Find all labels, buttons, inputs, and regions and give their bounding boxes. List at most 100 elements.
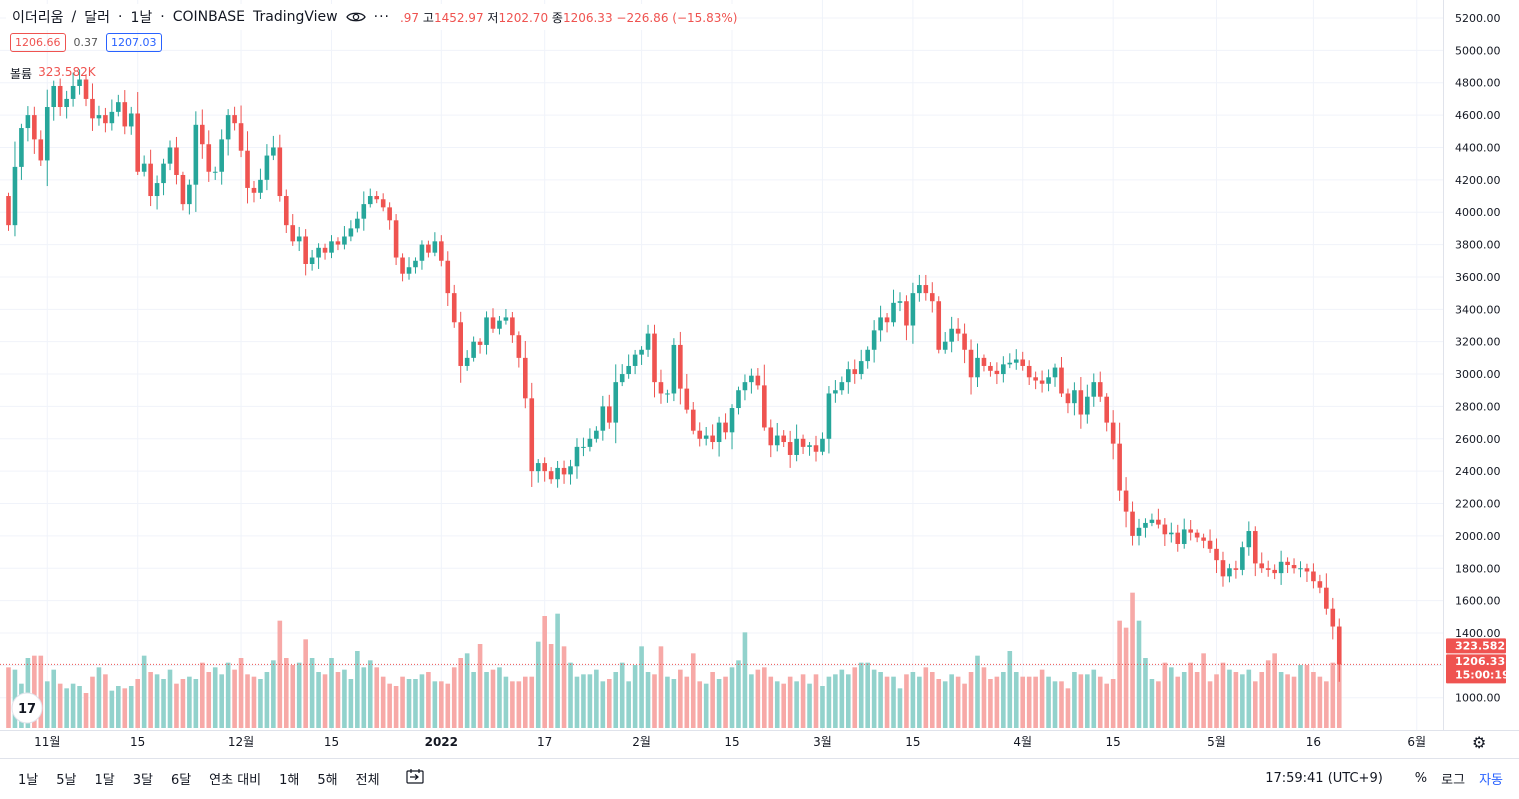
candle-body	[12, 166, 18, 226]
candle-body	[807, 445, 812, 447]
candle	[1278, 550, 1284, 585]
volume-bar	[1078, 674, 1084, 728]
volume-bar	[464, 653, 470, 728]
candle-body	[910, 293, 916, 326]
range-6m[interactable]: 6달	[170, 772, 192, 788]
candle-body	[852, 369, 858, 375]
candle-body	[64, 98, 69, 108]
volume-bar	[1259, 672, 1265, 728]
candle-body	[749, 375, 754, 383]
candle-body	[1246, 531, 1252, 548]
candle	[833, 380, 838, 403]
candle-body	[471, 341, 476, 358]
volume-bar	[884, 676, 890, 728]
volume-bar	[445, 683, 451, 728]
x-tick-label: 2월	[632, 735, 651, 749]
volume-bar	[329, 658, 334, 728]
candle-body	[251, 187, 257, 193]
eye-icon[interactable]	[345, 10, 366, 24]
candle	[458, 311, 463, 383]
volume-bar	[1317, 676, 1323, 728]
candle-body	[561, 467, 567, 475]
candle-body	[523, 357, 528, 399]
volume-bar	[1324, 681, 1329, 728]
range-3m[interactable]: 3달	[132, 772, 153, 788]
symbol-title[interactable]: 이더리움 / 달러 · 1날 · COINBASE TradingView ··…	[6, 5, 396, 29]
volume-bar	[1233, 672, 1239, 728]
range-5d[interactable]: 5날	[56, 772, 77, 788]
volume-bar	[1330, 662, 1336, 728]
candle-body	[90, 98, 95, 119]
candle	[387, 202, 392, 230]
candle	[1001, 356, 1006, 383]
candle-body	[135, 113, 140, 172]
tradingview-logo: 17	[11, 692, 43, 724]
logo-circle	[11, 692, 43, 724]
candle	[77, 69, 82, 95]
buy-price-button[interactable]: 1207.03	[106, 33, 162, 52]
close-value: 1206.33	[562, 10, 613, 25]
candle-body	[813, 445, 819, 452]
candle-body	[690, 409, 696, 431]
log-scale-button[interactable]: 로그	[1441, 772, 1466, 788]
candle-body	[510, 317, 515, 336]
volume-bar	[219, 674, 224, 728]
candle	[1188, 520, 1193, 541]
candle	[51, 80, 57, 121]
candle	[1162, 518, 1168, 547]
candle	[1020, 351, 1026, 371]
goto-date-icon[interactable]	[405, 768, 424, 788]
candle	[12, 141, 18, 237]
candle-body	[296, 236, 302, 242]
volume-bar	[187, 676, 192, 728]
candle	[245, 131, 250, 204]
candle	[548, 467, 554, 484]
x-tick-label: 15	[130, 735, 145, 749]
candle-body	[367, 196, 373, 205]
clock-time[interactable]: 17:59:41 (UTC+9)	[1265, 770, 1383, 786]
volume-bar	[167, 669, 173, 728]
candle-body	[1097, 382, 1103, 397]
x-tick-label: 17	[537, 735, 552, 749]
percent-scale-button[interactable]: %	[1414, 770, 1428, 786]
volume-bar	[439, 681, 444, 728]
range-1y[interactable]: 1해	[279, 772, 300, 788]
range-1m[interactable]: 1달	[94, 772, 115, 788]
candle	[232, 106, 237, 131]
candle	[1065, 388, 1071, 414]
range-5y[interactable]: 5해	[317, 772, 338, 788]
more-icon[interactable]: ···	[373, 9, 390, 25]
sell-price-button[interactable]: 1206.66	[10, 33, 66, 52]
candle-body	[516, 335, 522, 358]
range-all[interactable]: 전체	[355, 772, 380, 788]
candle-body	[1220, 560, 1226, 577]
candle	[826, 386, 832, 454]
candle-body	[917, 285, 922, 294]
candle	[406, 257, 412, 280]
volume-bar	[57, 683, 63, 728]
candle-body	[1026, 365, 1032, 378]
volume-bar	[846, 674, 851, 728]
volume-bar	[955, 676, 961, 728]
candle-body	[342, 236, 347, 245]
candle	[445, 251, 451, 306]
range-ytd[interactable]: 연초 대비	[209, 772, 262, 788]
volume-bar	[451, 667, 457, 728]
volume-bar	[568, 662, 573, 728]
candle	[109, 99, 115, 131]
range-1d[interactable]: 1날	[18, 772, 39, 788]
candle-body	[929, 293, 935, 302]
candlestick-chart[interactable]: 1000.001200.001400.001600.001800.002000.…	[0, 0, 1519, 758]
auto-scale-button[interactable]: 자동	[1479, 772, 1503, 788]
volume-bar	[658, 646, 664, 728]
volume-bar	[891, 676, 896, 728]
settings-gear-icon[interactable]: ⚙	[1472, 733, 1487, 752]
candle-body	[1201, 537, 1206, 541]
volume-bar	[800, 674, 806, 728]
candle	[193, 111, 199, 212]
candle-body	[962, 333, 967, 350]
volume-bar	[548, 644, 554, 728]
candle-body	[1285, 561, 1290, 566]
volume-bar	[387, 683, 392, 728]
